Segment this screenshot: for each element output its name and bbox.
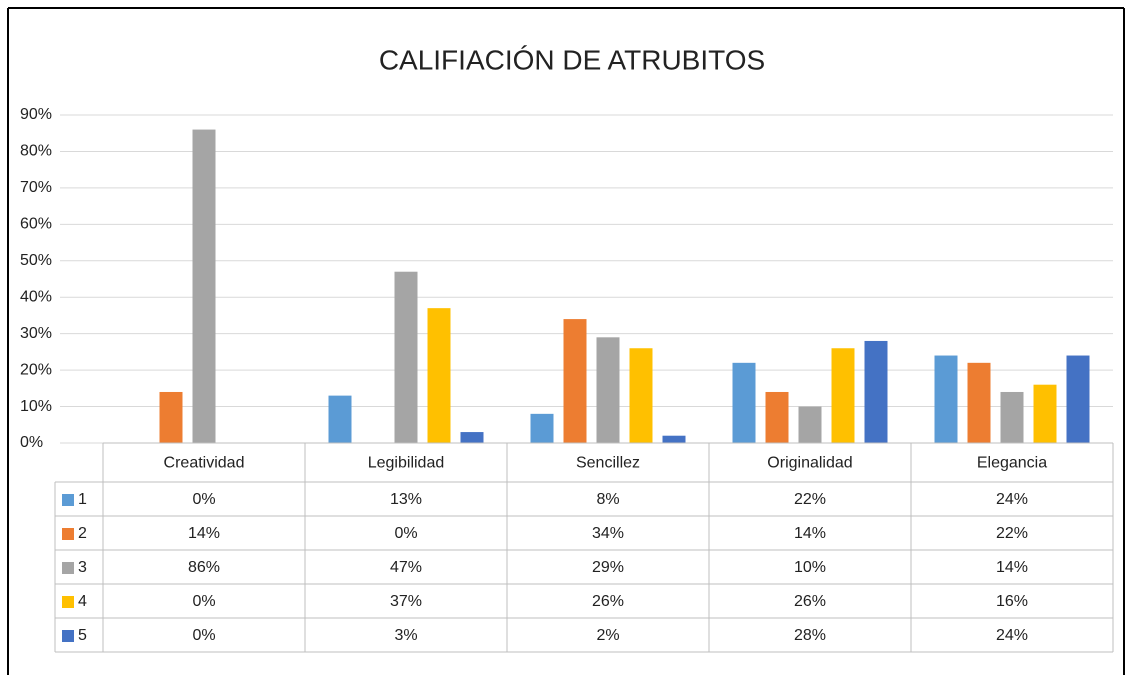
table-cell: 34% xyxy=(592,525,624,542)
bar xyxy=(864,340,888,443)
bar xyxy=(934,355,958,443)
table-cell: 13% xyxy=(390,491,422,508)
bar xyxy=(967,362,991,443)
x-tick-label: Sencillez xyxy=(576,455,640,472)
bar xyxy=(798,406,822,443)
y-tick-label: 70% xyxy=(20,179,52,196)
table-cell: 24% xyxy=(996,491,1028,508)
y-tick-label: 50% xyxy=(20,252,52,269)
bar xyxy=(328,395,352,443)
table-cell: 26% xyxy=(592,593,624,610)
x-tick-label: Legibilidad xyxy=(368,455,445,472)
y-tick-label: 10% xyxy=(20,398,52,415)
bar xyxy=(1033,384,1057,443)
legend-label: 3 xyxy=(78,559,87,576)
bar xyxy=(765,391,789,443)
table-cell: 47% xyxy=(390,559,422,576)
bar xyxy=(831,348,855,443)
table-cell: 28% xyxy=(794,627,826,644)
legend-label: 4 xyxy=(78,593,87,610)
x-tick-label: Elegancia xyxy=(977,455,1047,472)
table-cell: 29% xyxy=(592,559,624,576)
table-cell: 24% xyxy=(996,627,1028,644)
table-cell: 86% xyxy=(188,559,220,576)
table-cell: 16% xyxy=(996,593,1028,610)
y-tick-label: 20% xyxy=(20,361,52,378)
x-tick-label: Originalidad xyxy=(767,455,852,472)
legend-swatch xyxy=(62,630,74,642)
table-cell: 0% xyxy=(192,491,215,508)
y-tick-label: 80% xyxy=(20,143,52,160)
bar xyxy=(1000,391,1024,443)
table-cell: 14% xyxy=(794,525,826,542)
bar xyxy=(530,413,554,443)
table-cell: 2% xyxy=(596,627,619,644)
table-cell: 22% xyxy=(996,525,1028,542)
legend-label: 2 xyxy=(78,525,87,542)
legend-label: 1 xyxy=(78,491,87,508)
y-tick-label: 60% xyxy=(20,216,52,233)
bar xyxy=(460,432,484,443)
table-cell: 0% xyxy=(192,593,215,610)
bar xyxy=(629,348,653,443)
y-tick-label: 30% xyxy=(20,325,52,342)
legend-label: 5 xyxy=(78,627,87,644)
table-cell: 8% xyxy=(596,491,619,508)
table-cell: 3% xyxy=(394,627,417,644)
table-cell: 0% xyxy=(394,525,417,542)
bar xyxy=(662,435,686,443)
bar xyxy=(394,271,418,443)
bar xyxy=(563,319,587,443)
y-tick-label: 0% xyxy=(20,434,43,451)
bar xyxy=(1066,355,1090,443)
table-cell: 26% xyxy=(794,593,826,610)
bar xyxy=(732,362,756,443)
table-cell: 0% xyxy=(192,627,215,644)
bar xyxy=(596,337,620,443)
legend-swatch xyxy=(62,494,74,506)
y-tick-label: 40% xyxy=(20,288,52,305)
bar xyxy=(192,129,216,444)
legend-swatch xyxy=(62,596,74,608)
table-cell: 14% xyxy=(188,525,220,542)
table-cell: 37% xyxy=(390,593,422,610)
table-cell: 10% xyxy=(794,559,826,576)
legend-swatch xyxy=(62,562,74,574)
chart-title: CALIFIACIÓN DE ATRUBITOS xyxy=(379,44,765,75)
bar xyxy=(159,391,183,443)
table-cell: 22% xyxy=(794,491,826,508)
table-cell: 14% xyxy=(996,559,1028,576)
x-tick-label: Creatividad xyxy=(164,455,245,472)
bar xyxy=(427,308,451,443)
legend-swatch xyxy=(62,528,74,540)
y-tick-label: 90% xyxy=(20,106,52,123)
